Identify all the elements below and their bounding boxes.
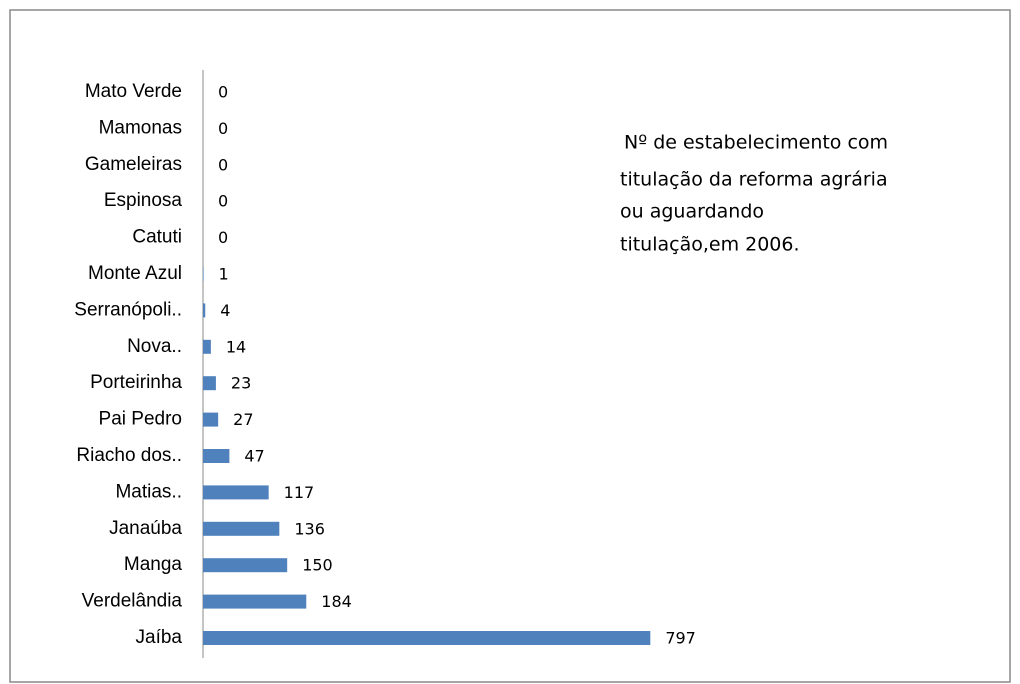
value-label: 136 — [294, 519, 325, 538]
bar — [203, 339, 211, 354]
value-label: 0 — [218, 228, 228, 247]
value-label: 23 — [231, 374, 251, 393]
value-label: 1 — [219, 265, 229, 284]
value-label: 184 — [321, 592, 352, 611]
value-label: 4 — [220, 301, 230, 320]
category-label: Catuti — [132, 227, 182, 248]
value-label: 47 — [244, 447, 264, 466]
chart-border — [9, 9, 1011, 683]
bar — [203, 631, 651, 645]
bar — [203, 449, 230, 463]
category-label: Manga — [124, 554, 183, 575]
value-label: 0 — [218, 119, 228, 138]
bar — [203, 303, 206, 318]
value-label: 797 — [665, 629, 696, 648]
category-label: Pai Pedro — [99, 409, 182, 430]
bar — [203, 376, 216, 391]
annotation: Nº de estabelecimento com — [624, 132, 888, 154]
value-label: 0 — [218, 192, 228, 211]
bar — [203, 594, 307, 609]
category-label: Mato Verde — [85, 81, 182, 102]
value-label: 0 — [218, 83, 228, 102]
value-label: 14 — [226, 337, 246, 356]
bar — [203, 558, 288, 573]
category-label: Matias.. — [115, 481, 182, 502]
category-label: Nova.. — [127, 336, 182, 357]
category-label: Monte Azul — [88, 263, 182, 284]
annotation: titulação da reforma agrária — [620, 169, 888, 191]
category-label: Mamonas — [99, 117, 182, 138]
category-label: Janaúba — [109, 518, 182, 539]
annotation: titulação,em 2006. — [620, 234, 800, 256]
value-label: 150 — [302, 556, 333, 575]
category-label: Serranópoli.. — [74, 299, 182, 320]
category-label: Verdelândia — [82, 591, 183, 612]
value-label: 27 — [233, 410, 253, 429]
bar — [203, 412, 219, 427]
value-label: 117 — [284, 483, 315, 502]
category-label: Gameleiras — [85, 154, 182, 175]
annotation: ou aguardando — [620, 201, 764, 223]
category-label: Riacho dos.. — [76, 445, 182, 466]
value-label: 0 — [218, 155, 228, 174]
category-label: Jaíba — [136, 627, 183, 648]
category-label: Espinosa — [104, 190, 183, 211]
category-label: Porteirinha — [90, 372, 182, 393]
bar — [203, 485, 269, 500]
bar — [203, 521, 280, 536]
bar — [203, 267, 204, 281]
